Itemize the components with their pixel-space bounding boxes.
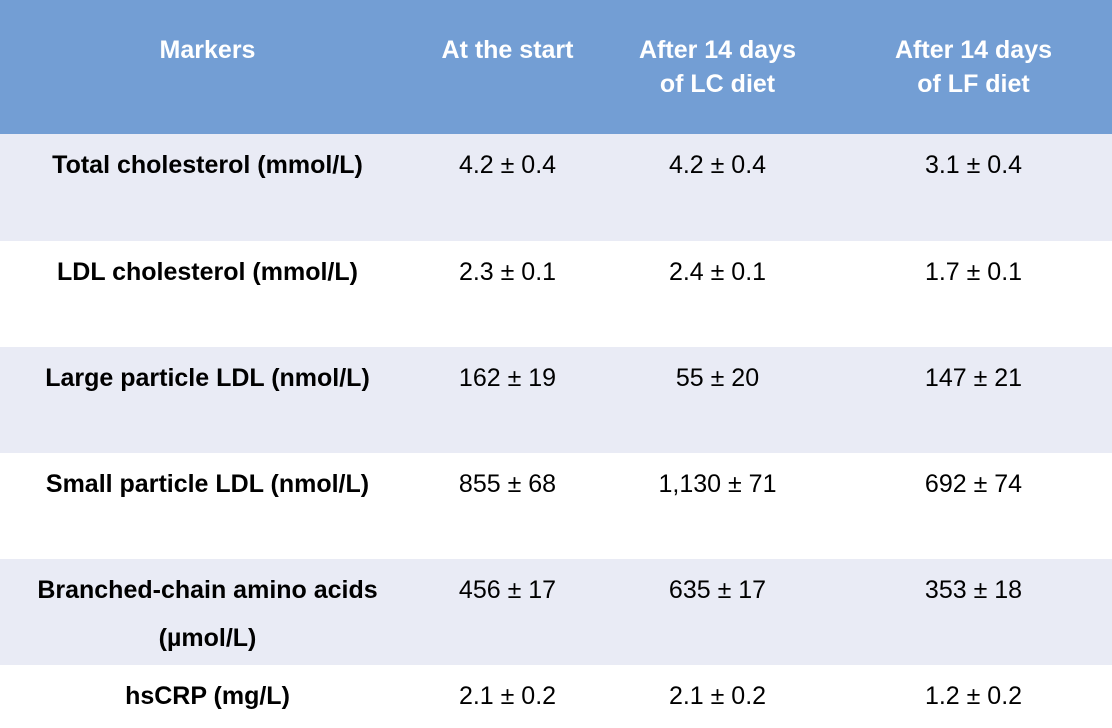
header-markers-text: Markers [159,36,256,64]
value-lf-diet: 147 ± 21 [924,364,1023,392]
value-lc-diet: 4.2 ± 0.4 [668,151,767,179]
row-label-line: hsCRP (mg/L) [125,682,290,710]
value-at-start: 2.3 ± 0.1 [458,258,557,286]
row-label-line-1: Branched-chain amino acids [37,576,378,604]
table-row: Large particle LDL (nmol/L) 162 ± 19 55 … [0,347,1112,453]
value-lf-diet: 3.1 ± 0.4 [924,151,1023,179]
value-lc-diet: 2.4 ± 0.1 [668,258,767,286]
row-label: LDL cholesterol (mmol/L) [0,241,415,296]
value-at-start: 162 ± 19 [458,364,557,392]
table-row: Total cholesterol (mmol/L) 4.2 ± 0.4 4.2… [0,134,1112,241]
table-row: hsCRP (mg/L) 2.1 ± 0.2 2.1 ± 0.2 1.2 ± 0… [0,665,1112,728]
value-lf-diet: 692 ± 74 [924,470,1023,498]
header-lf-diet-line-2: of LF diet [917,70,1030,98]
value-lc-diet: 635 ± 17 [668,576,767,604]
header-lc-diet-line-2: of LC diet [659,70,776,98]
row-label: Total cholesterol (mmol/L) [0,134,415,189]
row-label-line-2: (µmol/L) [158,624,257,652]
row-label: Large particle LDL (nmol/L) [0,347,415,402]
value-at-start: 855 ± 68 [458,470,557,498]
table-row: Branched-chain amino acids (µmol/L) 456 … [0,559,1112,665]
header-at-start: At the start [415,0,600,67]
header-at-start-text: At the start [441,36,574,64]
header-lf-diet-line-1: After 14 days [894,36,1053,64]
value-lc-diet: 2.1 ± 0.2 [668,682,767,710]
value-lc-diet: 55 ± 20 [675,364,760,392]
table-header-row: Markers At the start After 14 days of LC… [0,0,1112,134]
value-at-start: 4.2 ± 0.4 [458,151,557,179]
value-lf-diet: 353 ± 18 [924,576,1023,604]
value-lf-diet: 1.2 ± 0.2 [924,682,1023,710]
value-at-start: 456 ± 17 [458,576,557,604]
header-markers: Markers [0,0,415,67]
header-lc-diet: After 14 days of LC diet [600,0,835,101]
row-label: Small particle LDL (nmol/L) [0,453,415,508]
value-lc-diet: 1,130 ± 71 [658,470,777,498]
table-row: LDL cholesterol (mmol/L) 2.3 ± 0.1 2.4 ±… [0,241,1112,347]
value-at-start: 2.1 ± 0.2 [458,682,557,710]
row-label-line: Total cholesterol (mmol/L) [52,151,363,179]
row-label-line: LDL cholesterol (mmol/L) [57,258,358,286]
row-label-line: Small particle LDL (nmol/L) [45,470,370,498]
header-lf-diet: After 14 days of LF diet [835,0,1112,101]
table-row: Small particle LDL (nmol/L) 855 ± 68 1,1… [0,453,1112,559]
row-label-line: Large particle LDL (nmol/L) [45,364,370,392]
header-lc-diet-line-1: After 14 days [638,36,797,64]
value-lf-diet: 1.7 ± 0.1 [924,258,1023,286]
row-label: Branched-chain amino acids (µmol/L) [0,559,415,662]
row-label: hsCRP (mg/L) [0,665,415,720]
